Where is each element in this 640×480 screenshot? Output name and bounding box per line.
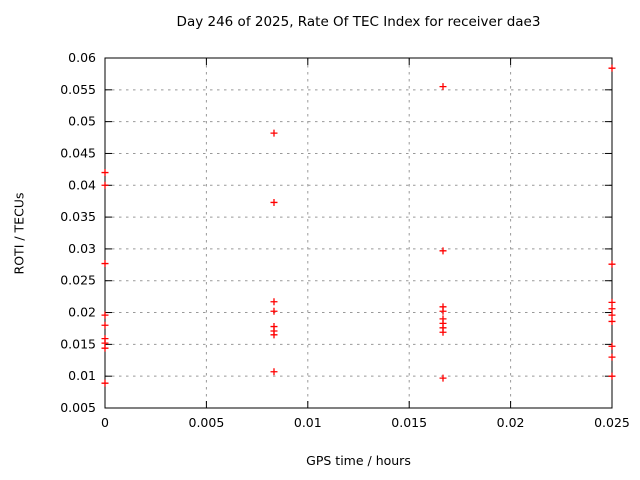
y-tick-label: 0.01 (68, 368, 96, 383)
y-tick-label: 0.045 (60, 145, 96, 160)
y-tick-label: 0.03 (68, 241, 96, 256)
x-tick-label: 0.005 (189, 415, 225, 430)
data-point (101, 321, 109, 329)
data-point (439, 307, 447, 315)
data-point (270, 331, 278, 339)
y-tick-label: 0.015 (60, 336, 96, 351)
y-tick-label: 0.04 (68, 177, 96, 192)
x-tick-label: 0.02 (497, 415, 525, 430)
data-point (608, 311, 616, 319)
data-point (608, 298, 616, 306)
y-tick-label: 0.055 (60, 82, 96, 97)
data-point (608, 64, 616, 72)
data-point (608, 260, 616, 268)
data-point (439, 247, 447, 255)
data-point (101, 260, 109, 268)
x-axis-label: GPS time / hours (306, 453, 411, 468)
x-tick-label: 0.015 (391, 415, 427, 430)
data-point (439, 374, 447, 382)
x-tick-label: 0.025 (594, 415, 630, 430)
data-point (101, 379, 109, 387)
data-point (270, 298, 278, 306)
data-point (270, 307, 278, 315)
y-tick-label: 0.05 (68, 114, 96, 129)
data-point (270, 129, 278, 137)
data-point (101, 344, 109, 352)
data-point (439, 328, 447, 336)
data-point (101, 181, 109, 189)
data-point (608, 353, 616, 361)
x-tick-label: 0 (101, 415, 109, 430)
y-tick-label: 0.02 (68, 305, 96, 320)
x-tick-label: 0.01 (294, 415, 322, 430)
data-point (608, 342, 616, 350)
data-point (270, 198, 278, 206)
data-point (439, 83, 447, 91)
data-point (101, 311, 109, 319)
y-tick-label: 0.025 (60, 273, 96, 288)
data-point (101, 169, 109, 177)
data-point (608, 305, 616, 313)
plot-border (104, 57, 613, 409)
data-point (608, 317, 616, 325)
y-tick-label: 0.035 (60, 209, 96, 224)
data-point (270, 368, 278, 376)
data-point (608, 372, 616, 380)
y-tick-label: 0.005 (60, 400, 96, 415)
y-tick-label: 0.06 (68, 50, 96, 65)
chart-title: Day 246 of 2025, Rate Of TEC Index for r… (176, 14, 541, 30)
